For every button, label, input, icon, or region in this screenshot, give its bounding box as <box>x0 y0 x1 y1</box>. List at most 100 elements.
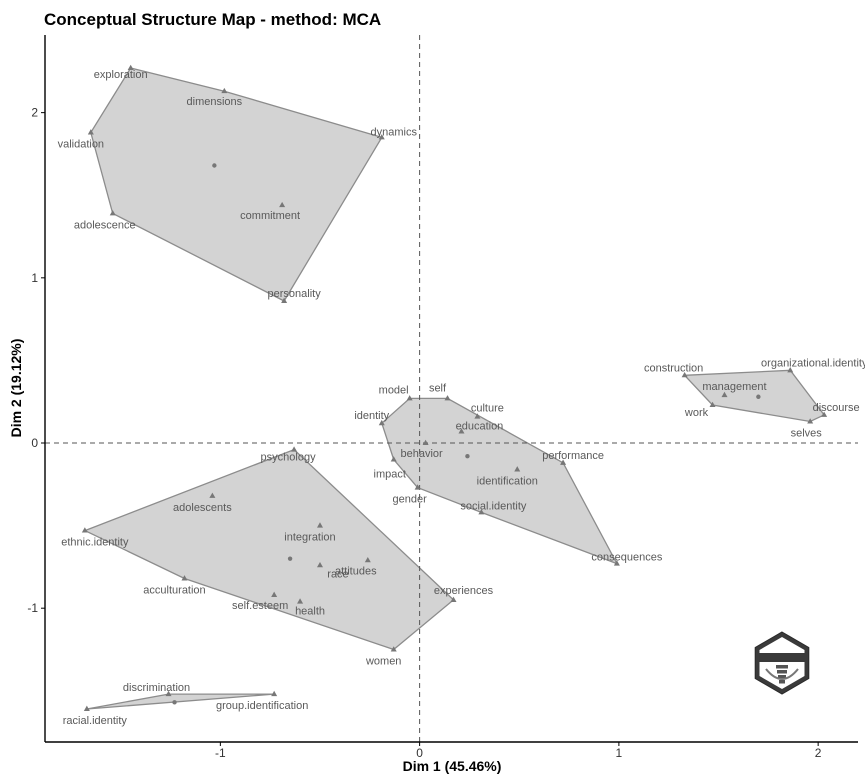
logo-tower-step <box>779 680 785 684</box>
point-acculturation <box>181 575 188 581</box>
point-women <box>390 646 397 652</box>
point-discrimination <box>165 690 172 697</box>
label-construction: construction <box>644 362 703 374</box>
logo-arc <box>765 668 799 680</box>
label-health: health <box>295 606 325 618</box>
label-personality: personality <box>268 288 322 300</box>
point-attitudes <box>364 556 371 563</box>
label-women: women <box>365 655 401 667</box>
point-work <box>709 401 716 408</box>
label-psychology: psychology <box>261 452 317 464</box>
point-organizational-identity <box>787 367 794 373</box>
label-discrimination: discrimination <box>123 682 190 694</box>
point-culture <box>474 413 481 419</box>
cluster-centroid-3 <box>756 394 761 399</box>
label-education: education <box>456 420 504 432</box>
label-consequences: consequences <box>591 552 662 564</box>
label-dynamics: dynamics <box>371 126 418 138</box>
point-racial-identity <box>83 705 90 711</box>
y-tick-label: -1 <box>27 601 38 615</box>
label-dimensions: dimensions <box>187 96 243 108</box>
point-psychology <box>291 446 298 452</box>
x-tick-label: 1 <box>616 746 623 760</box>
label-self: self <box>429 382 447 394</box>
chart-title: Conceptual Structure Map - method: MCA <box>44 10 382 29</box>
label-impact: impact <box>374 469 406 481</box>
label-attitudes: attitudes <box>335 565 377 577</box>
cluster-hulls <box>83 67 826 710</box>
y-axis-title: Dim 2 (19.12%) <box>8 339 24 438</box>
label-racial-identity: racial.identity <box>63 715 128 727</box>
reference-lines <box>45 35 858 742</box>
label-gender: gender <box>392 494 427 506</box>
point-integration <box>316 522 323 528</box>
label-selves: selves <box>791 428 823 440</box>
label-integration: integration <box>284 532 335 544</box>
label-culture: culture <box>471 403 504 415</box>
point-adolescents <box>209 492 216 498</box>
label-work: work <box>684 407 709 419</box>
point-education <box>458 428 465 434</box>
y-tick-label: 0 <box>31 436 38 450</box>
x-tick-label: 2 <box>815 746 822 760</box>
bibliometrix-logo <box>754 631 810 695</box>
point-consequences <box>613 560 620 566</box>
point-self <box>444 395 451 401</box>
x-axis-title: Dim 1 (45.46%) <box>403 758 502 774</box>
label-model: model <box>379 384 409 396</box>
point-self-esteem <box>271 591 278 597</box>
logo-tower-step <box>777 670 787 674</box>
logo-tower-step <box>778 675 786 679</box>
point-social-identity <box>478 509 485 515</box>
point-experiences <box>450 596 457 602</box>
label-group-identification: group.identification <box>216 700 308 712</box>
label-organizational-identity: organizational.identity <box>761 357 865 369</box>
point-performance <box>560 459 567 465</box>
point-construction <box>681 371 688 378</box>
point-group-identification <box>271 690 278 697</box>
point-behavior <box>422 439 429 446</box>
x-tick-label: -1 <box>215 746 226 760</box>
label-validation: validation <box>58 138 104 150</box>
label-discourse: discourse <box>813 402 860 414</box>
point-impact <box>390 456 397 462</box>
point-ethnic-identity <box>81 527 88 533</box>
point-personality <box>281 297 288 303</box>
cluster-hull-5 <box>86 693 275 710</box>
cluster-centroid-4 <box>287 556 293 561</box>
point-validation <box>87 129 94 135</box>
point-commitment <box>279 201 286 208</box>
point-exploration <box>127 64 134 71</box>
x-tick-label: 0 <box>416 746 423 760</box>
label-performance: performance <box>542 450 604 462</box>
label-identification: identification <box>477 475 538 487</box>
label-identity: identity <box>354 410 389 422</box>
label-exploration: exploration <box>94 69 148 81</box>
point-management <box>721 391 728 398</box>
label-adolescents: adolescents <box>173 502 232 514</box>
label-race: race <box>327 568 348 580</box>
label-commitment: commitment <box>240 210 300 222</box>
label-self-esteem: self.esteem <box>232 600 288 612</box>
point-adolescence <box>109 210 116 216</box>
point-health <box>297 598 304 604</box>
y-tick-label: 2 <box>31 106 38 120</box>
label-ethnic-identity: ethnic.identity <box>61 537 129 549</box>
point-dynamics <box>378 134 385 140</box>
point-identity <box>378 419 385 426</box>
point-gender <box>414 484 421 490</box>
logo-banner <box>758 653 806 662</box>
logo-tower-step <box>776 665 788 669</box>
logo-hexagon-inner <box>759 637 805 689</box>
label-social-identity: social.identity <box>460 500 527 512</box>
cluster-hull-4 <box>83 448 455 651</box>
cluster-centroid-5 <box>172 700 177 705</box>
cluster-centroid-2 <box>465 454 470 459</box>
point-discourse <box>821 411 828 417</box>
label-acculturation: acculturation <box>143 584 205 596</box>
y-tick-label: 1 <box>31 271 38 285</box>
point-model <box>406 395 413 401</box>
label-adolescence: adolescence <box>74 219 136 231</box>
point-dimensions <box>221 87 228 94</box>
